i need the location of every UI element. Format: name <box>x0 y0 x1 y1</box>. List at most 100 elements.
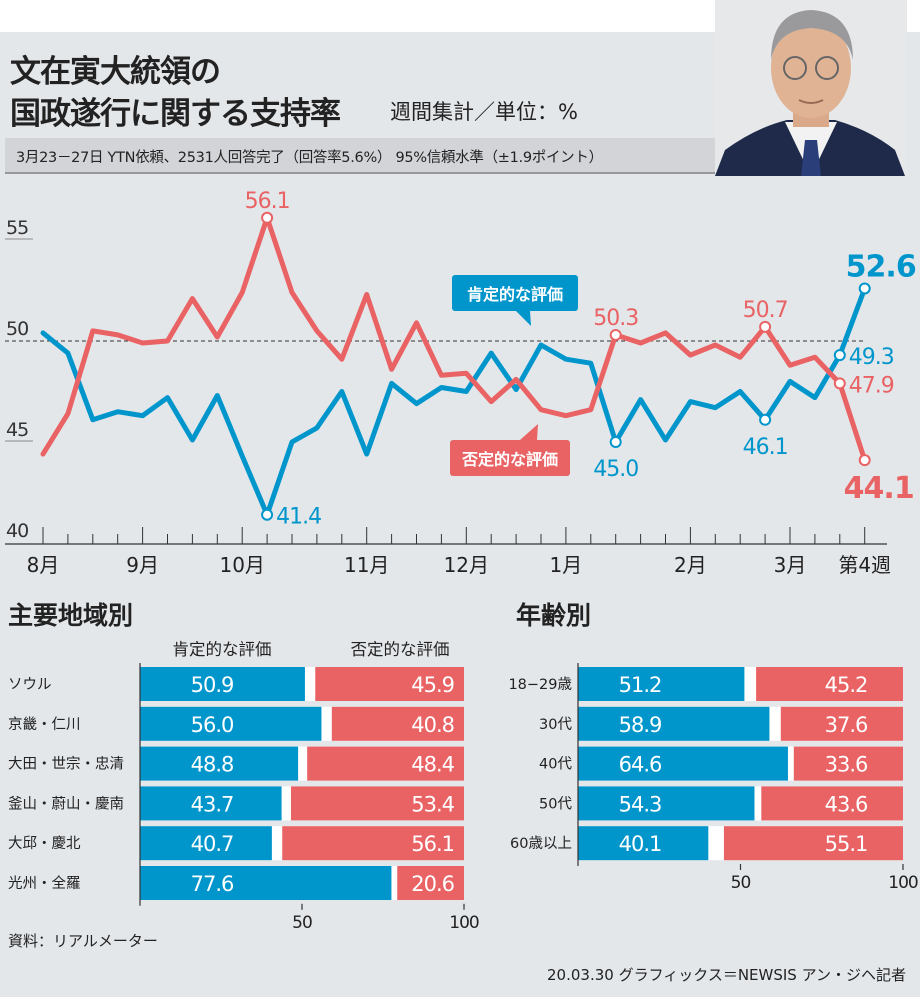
bar-negative <box>780 706 903 741</box>
bar-value-positive: 43.7 <box>191 792 234 816</box>
data-point-marker <box>759 320 772 333</box>
bar-value-positive: 48.8 <box>191 753 234 777</box>
bar-value-positive: 54.3 <box>619 792 662 816</box>
x-tick-label: 8月 <box>27 553 60 577</box>
bar-negative <box>761 786 903 821</box>
category-label: ソウル <box>8 676 52 693</box>
bar-negative <box>723 826 903 861</box>
bar-positive <box>140 746 299 781</box>
bar-value-positive: 77.6 <box>191 872 234 896</box>
legend-negative-label: 否定的な評価 <box>461 450 558 469</box>
bar-negative <box>397 866 464 900</box>
bar-positive <box>140 786 282 821</box>
data-label: 50.3 <box>593 306 638 331</box>
data-point-marker <box>609 436 622 448</box>
data-label: 50.7 <box>743 298 788 323</box>
category-label: 京畿・仁川 <box>8 716 81 733</box>
bar-axis-tick-label: 100 <box>888 873 918 893</box>
bar-positive <box>140 866 392 900</box>
bar-negative <box>307 746 464 781</box>
data-point-marker <box>858 454 871 467</box>
bar-axis-tick-label: 50 <box>731 873 751 893</box>
data-label: 49.3 <box>849 345 894 370</box>
data-point-marker <box>833 349 846 362</box>
bar-axis-tick-label: 100 <box>449 913 479 933</box>
bar-value-negative: 40.8 <box>411 713 454 737</box>
survey-info-bar <box>5 138 715 174</box>
bar-value-positive: 40.1 <box>619 832 662 856</box>
x-tick-label: 11月 <box>344 553 389 577</box>
data-label: 45.0 <box>593 457 638 482</box>
bar-positive <box>140 826 272 861</box>
bar-axis-tick-label: 50 <box>292 913 312 933</box>
chart-title-line1: 文在寅大統領の <box>10 54 221 90</box>
bar-value-negative: 33.6 <box>825 753 868 777</box>
y-tick-label: 55 <box>6 217 28 239</box>
bar-value-negative: 45.2 <box>825 673 868 697</box>
x-tick-label: 2月 <box>674 553 707 577</box>
section-title: 主要地域別 <box>8 601 133 630</box>
bar-positive <box>578 706 770 741</box>
bar-value-negative: 53.4 <box>411 792 454 816</box>
bar-value-positive: 58.9 <box>619 713 662 737</box>
data-point-marker <box>261 508 274 521</box>
negative-series-line <box>40 215 868 463</box>
bar-value-positive: 51.2 <box>619 673 662 697</box>
bar-positive <box>140 667 305 701</box>
bar-value-negative: 56.1 <box>411 832 454 856</box>
bar-negative <box>331 706 464 741</box>
category-label: 大田・世宗・忠清 <box>8 756 124 773</box>
chart-subtitle: 週間集計／単位：% <box>390 100 578 124</box>
bar-value-positive: 50.9 <box>191 673 234 697</box>
x-tick-label: 12月 <box>444 553 489 577</box>
legend-negative-box <box>450 440 570 476</box>
positive-series-line <box>40 286 868 518</box>
portrait-photo <box>715 0 907 176</box>
data-label: 46.1 <box>743 435 788 460</box>
data-label: 56.1 <box>245 189 290 214</box>
x-tick-label: 3月 <box>774 553 807 577</box>
data-label: 47.9 <box>849 373 894 398</box>
category-label: 18−29歳 <box>508 676 572 693</box>
legend-positive-label: 肯定的な評価 <box>467 285 563 304</box>
data-label: 41.4 <box>276 505 321 530</box>
category-label: 60歳以上 <box>510 835 572 852</box>
survey-info-text: 3月23－27日 YTN依頼、2531人回答完了（回答率5.6%） 95%信頼水… <box>16 150 603 166</box>
chart-title-line2: 国政遂行に関する支持率 <box>10 96 341 132</box>
bar-value-positive: 56.0 <box>191 713 234 737</box>
bar-value-negative: 55.1 <box>825 832 868 856</box>
category-label: 大邱・慶北 <box>8 835 81 852</box>
legend-positive-box <box>452 275 578 311</box>
bar-value-positive: 64.6 <box>619 753 662 777</box>
bar-value-positive: 40.7 <box>191 832 234 856</box>
credit-note: 20.03.30 グラフィックス＝NEWSIS アン・ジヘ記者 <box>547 966 906 984</box>
data-point-marker <box>261 211 274 224</box>
data-point-marker <box>858 282 871 295</box>
x-tick-label: 第4週 <box>838 553 891 577</box>
category-label: 釜山・蔚山・慶南 <box>8 795 124 812</box>
x-tick-label: 10月 <box>219 553 264 577</box>
bar-positive <box>140 706 322 741</box>
bar-value-negative: 43.6 <box>825 792 868 816</box>
legend-negative-pointer <box>520 424 538 440</box>
bar-negative <box>315 667 464 701</box>
data-point-marker <box>833 377 846 390</box>
bar-positive <box>578 826 709 861</box>
category-label: 50代 <box>539 795 572 812</box>
bar-positive <box>578 667 745 701</box>
bar-positive <box>578 746 788 781</box>
column-header-negative: 否定的な評価 <box>351 640 450 659</box>
bar-value-negative: 48.4 <box>411 753 454 777</box>
category-label: 30代 <box>539 716 572 733</box>
y-tick-label: 45 <box>6 419 28 441</box>
column-header-positive: 肯定的な評価 <box>173 640 272 659</box>
bar-negative <box>756 667 903 701</box>
y-tick-label: 50 <box>6 318 28 340</box>
y-tick-label: 40 <box>6 520 28 542</box>
legend-positive-pointer <box>516 311 531 326</box>
bar-value-negative: 45.9 <box>411 673 454 697</box>
bar-negative <box>282 826 464 861</box>
data-point-marker <box>609 328 622 341</box>
category-label: 光州・全羅 <box>8 874 81 892</box>
